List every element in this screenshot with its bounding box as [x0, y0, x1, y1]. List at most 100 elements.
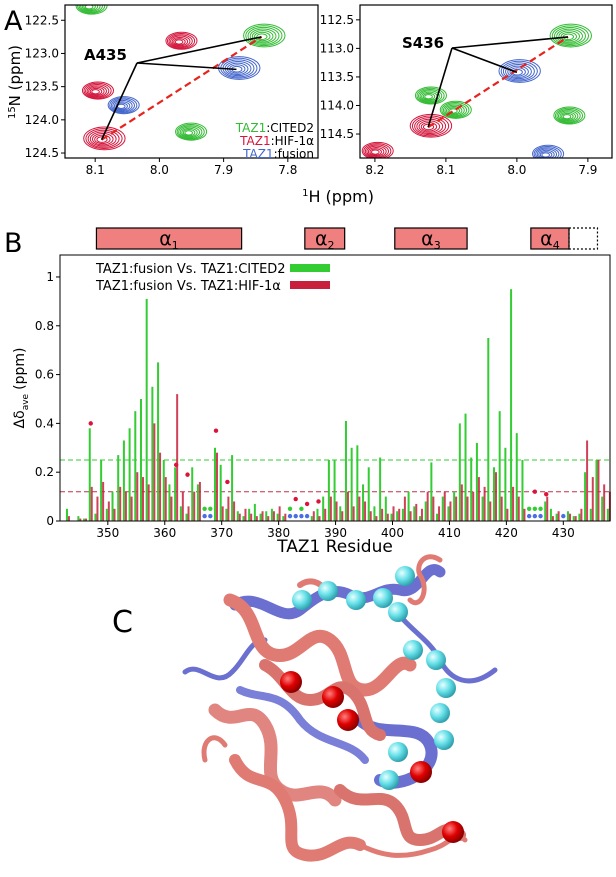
- marker-dot: [538, 513, 543, 519]
- bar: [117, 455, 120, 521]
- bar: [324, 508, 327, 521]
- bar: [500, 496, 503, 521]
- marker-dot: [213, 428, 219, 433]
- helix-extension: [568, 227, 599, 250]
- contour: [559, 111, 576, 122]
- legend-partner: :CITED2: [266, 121, 314, 135]
- bar: [401, 508, 404, 521]
- bar: [441, 496, 444, 521]
- contour: [165, 31, 198, 50]
- contour: [366, 145, 387, 158]
- helix: [334, 784, 466, 846]
- contour: [445, 105, 463, 116]
- helix-label: α4: [540, 228, 560, 252]
- contour: [509, 67, 526, 77]
- contour: [439, 100, 472, 119]
- helix-subscript: 1: [172, 239, 179, 252]
- x-tick-label: 8.2: [365, 163, 384, 177]
- contour: [553, 106, 586, 125]
- bar: [174, 467, 177, 521]
- contour: [411, 115, 450, 137]
- bar: [346, 491, 349, 521]
- sphere: [410, 761, 432, 783]
- contour: [174, 39, 184, 45]
- legend-protein: TAZ1: [235, 121, 266, 135]
- bar: [470, 457, 473, 521]
- contour: [116, 103, 126, 109]
- contour: [87, 129, 120, 148]
- bar: [551, 516, 554, 521]
- bar: [460, 484, 463, 521]
- bar: [475, 442, 478, 521]
- bar: [589, 508, 592, 521]
- bar: [272, 511, 275, 521]
- contour: [562, 114, 572, 120]
- marker-dot: [225, 479, 230, 485]
- marker-dot: [532, 489, 538, 494]
- bar: [238, 513, 241, 521]
- legend-protein: TAZ1: [239, 134, 270, 148]
- contour: [361, 141, 394, 158]
- contour: [81, 5, 99, 12]
- bar: [255, 516, 258, 521]
- bar: [191, 467, 194, 521]
- x-tick-label: 8.1: [436, 163, 455, 177]
- y-tick-label: 114.0: [320, 98, 354, 112]
- contour: [96, 136, 108, 143]
- bar: [352, 506, 355, 521]
- bar: [466, 496, 469, 521]
- bar: [236, 511, 239, 521]
- peak: [165, 31, 198, 50]
- bar: [364, 501, 367, 521]
- bar: [90, 486, 93, 521]
- contour: [77, 5, 106, 14]
- contour: [243, 23, 286, 48]
- bar: [506, 508, 509, 521]
- bar: [187, 506, 190, 521]
- bar: [259, 513, 262, 521]
- contour: [80, 5, 101, 13]
- contour: [418, 89, 443, 103]
- contour: [83, 82, 112, 99]
- contour: [556, 109, 581, 123]
- shift-vector: [427, 36, 569, 129]
- marker-dot: [304, 501, 310, 507]
- bar: [438, 506, 441, 521]
- legend-partner: :HIF-1α: [271, 134, 314, 148]
- bar: [170, 496, 173, 521]
- contour: [556, 28, 583, 44]
- helix: [229, 754, 366, 862]
- contour: [367, 146, 385, 157]
- contour: [247, 26, 280, 45]
- contour: [505, 63, 532, 80]
- bar: [77, 516, 80, 521]
- bar: [312, 511, 315, 521]
- contour: [179, 126, 201, 139]
- bar: [546, 496, 549, 521]
- marker-dot: [202, 506, 207, 511]
- helix-subscript: 3: [434, 239, 441, 252]
- panel-label: B: [4, 228, 23, 259]
- contour: [536, 148, 558, 158]
- sphere: [322, 686, 344, 708]
- contour: [507, 65, 529, 78]
- bar: [147, 484, 150, 521]
- bar: [185, 513, 188, 521]
- bar: [392, 506, 395, 521]
- bar: [384, 496, 387, 521]
- marker-dot: [293, 513, 298, 519]
- marker-dot: [88, 421, 93, 426]
- bar: [83, 518, 86, 521]
- marker-dot: [304, 513, 310, 519]
- bar: [430, 462, 433, 521]
- bar: [512, 486, 515, 521]
- x-tick-label: 8.0: [150, 163, 169, 177]
- bar: [153, 423, 156, 521]
- y-label-symbol: Δδ: [12, 410, 28, 428]
- marker-dot: [287, 506, 293, 511]
- contour: [89, 87, 103, 96]
- y-tick-label: 123.0: [25, 46, 59, 60]
